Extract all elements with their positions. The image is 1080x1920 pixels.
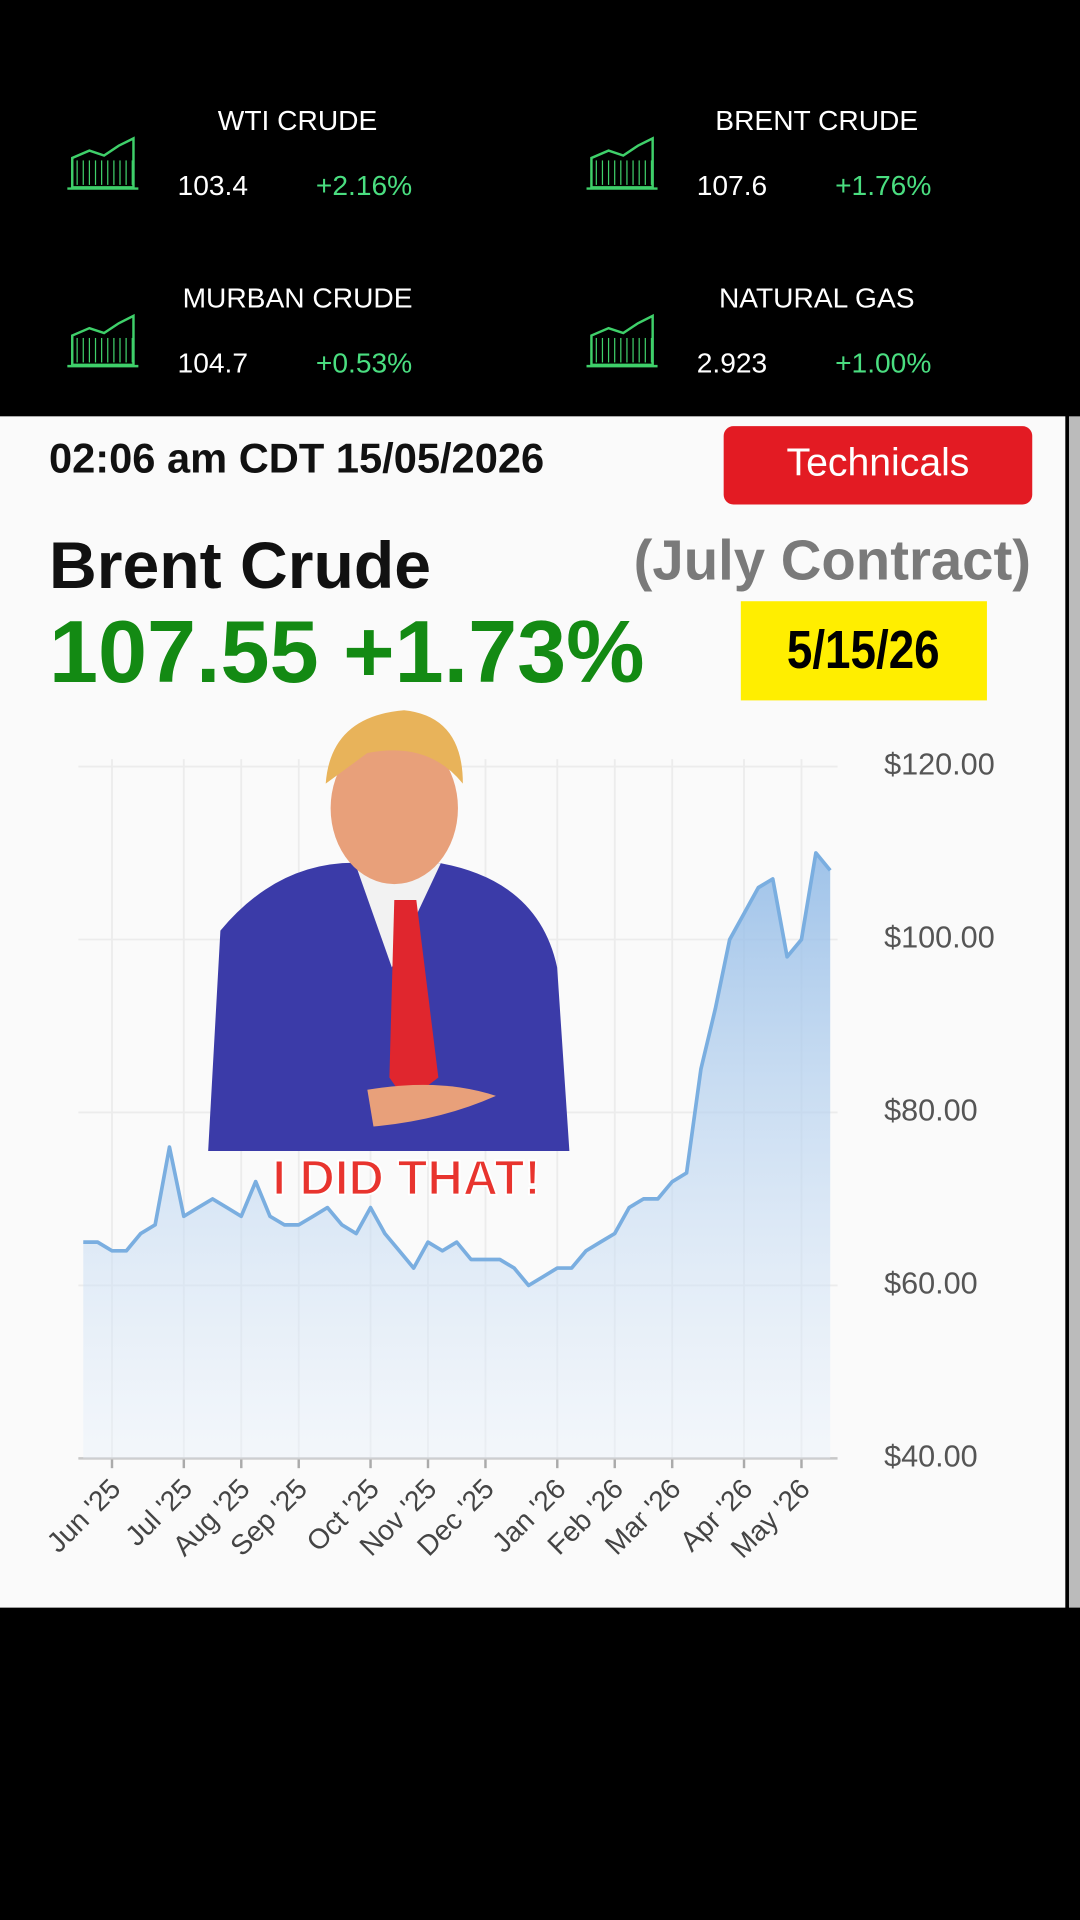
ticker-panel: WTI CRUDE 103.4 +2.16% BRENT CRUDE 107.6 +1.7…	[67, 105, 931, 378]
y-tick-label: $80.00	[884, 1094, 978, 1128]
ticker-price: 107.6	[697, 170, 767, 201]
ticker-price: 2.923	[697, 347, 767, 378]
instrument-title: Brent Crude	[49, 529, 431, 603]
date-badge	[740, 601, 987, 701]
contract-label: (July Contract)	[634, 528, 1031, 591]
face	[330, 732, 458, 885]
ticker-icon	[590, 313, 654, 367]
y-tick-label: $120.00	[884, 748, 995, 782]
y-tick-label: $100.00	[884, 921, 995, 955]
y-tick-label: $40.00	[884, 1439, 978, 1473]
technicals-button[interactable]	[723, 426, 1033, 505]
ticker-change: +2.16%	[316, 170, 412, 201]
hand	[367, 1084, 496, 1127]
ticker-name: MURBAN CRUDE	[183, 282, 413, 313]
price-line: 107.55 +1.73%	[49, 602, 645, 701]
ticker-icon	[71, 136, 135, 189]
change: +1.73%	[343, 602, 644, 701]
area	[83, 852, 831, 1459]
ticker-price: 104.7	[178, 347, 248, 378]
timestamp: 02:06 am CDT 15/05/2026	[49, 435, 544, 482]
ticker-change: +1.00%	[835, 347, 931, 378]
ticker-change: +0.53%	[316, 347, 412, 378]
ticker-icon	[590, 136, 654, 189]
ticker-name: WTI CRUDE	[218, 105, 378, 136]
ticker-name: NATURAL GAS	[719, 282, 915, 313]
price: 107.55	[49, 602, 319, 701]
scrollbar	[1068, 416, 1080, 1608]
hair	[325, 710, 463, 784]
bottom-background	[0, 1607, 1080, 1920]
ticker-price: 103.4	[178, 170, 248, 201]
date-badge-text: 5/15/26	[787, 620, 940, 680]
figure-sticker: I DID THAT!	[208, 710, 570, 1206]
annotation: I DID THAT!	[272, 1152, 540, 1206]
tie	[389, 900, 439, 1103]
suit	[208, 862, 570, 1152]
button-label[interactable]: Technicals	[787, 442, 970, 485]
line	[83, 851, 832, 1288]
ticker-name: BRENT CRUDE	[715, 105, 918, 136]
ticker-change: +1.76%	[835, 170, 931, 201]
ticker-icon	[71, 313, 135, 367]
y-tick-label: $60.00	[884, 1267, 978, 1301]
